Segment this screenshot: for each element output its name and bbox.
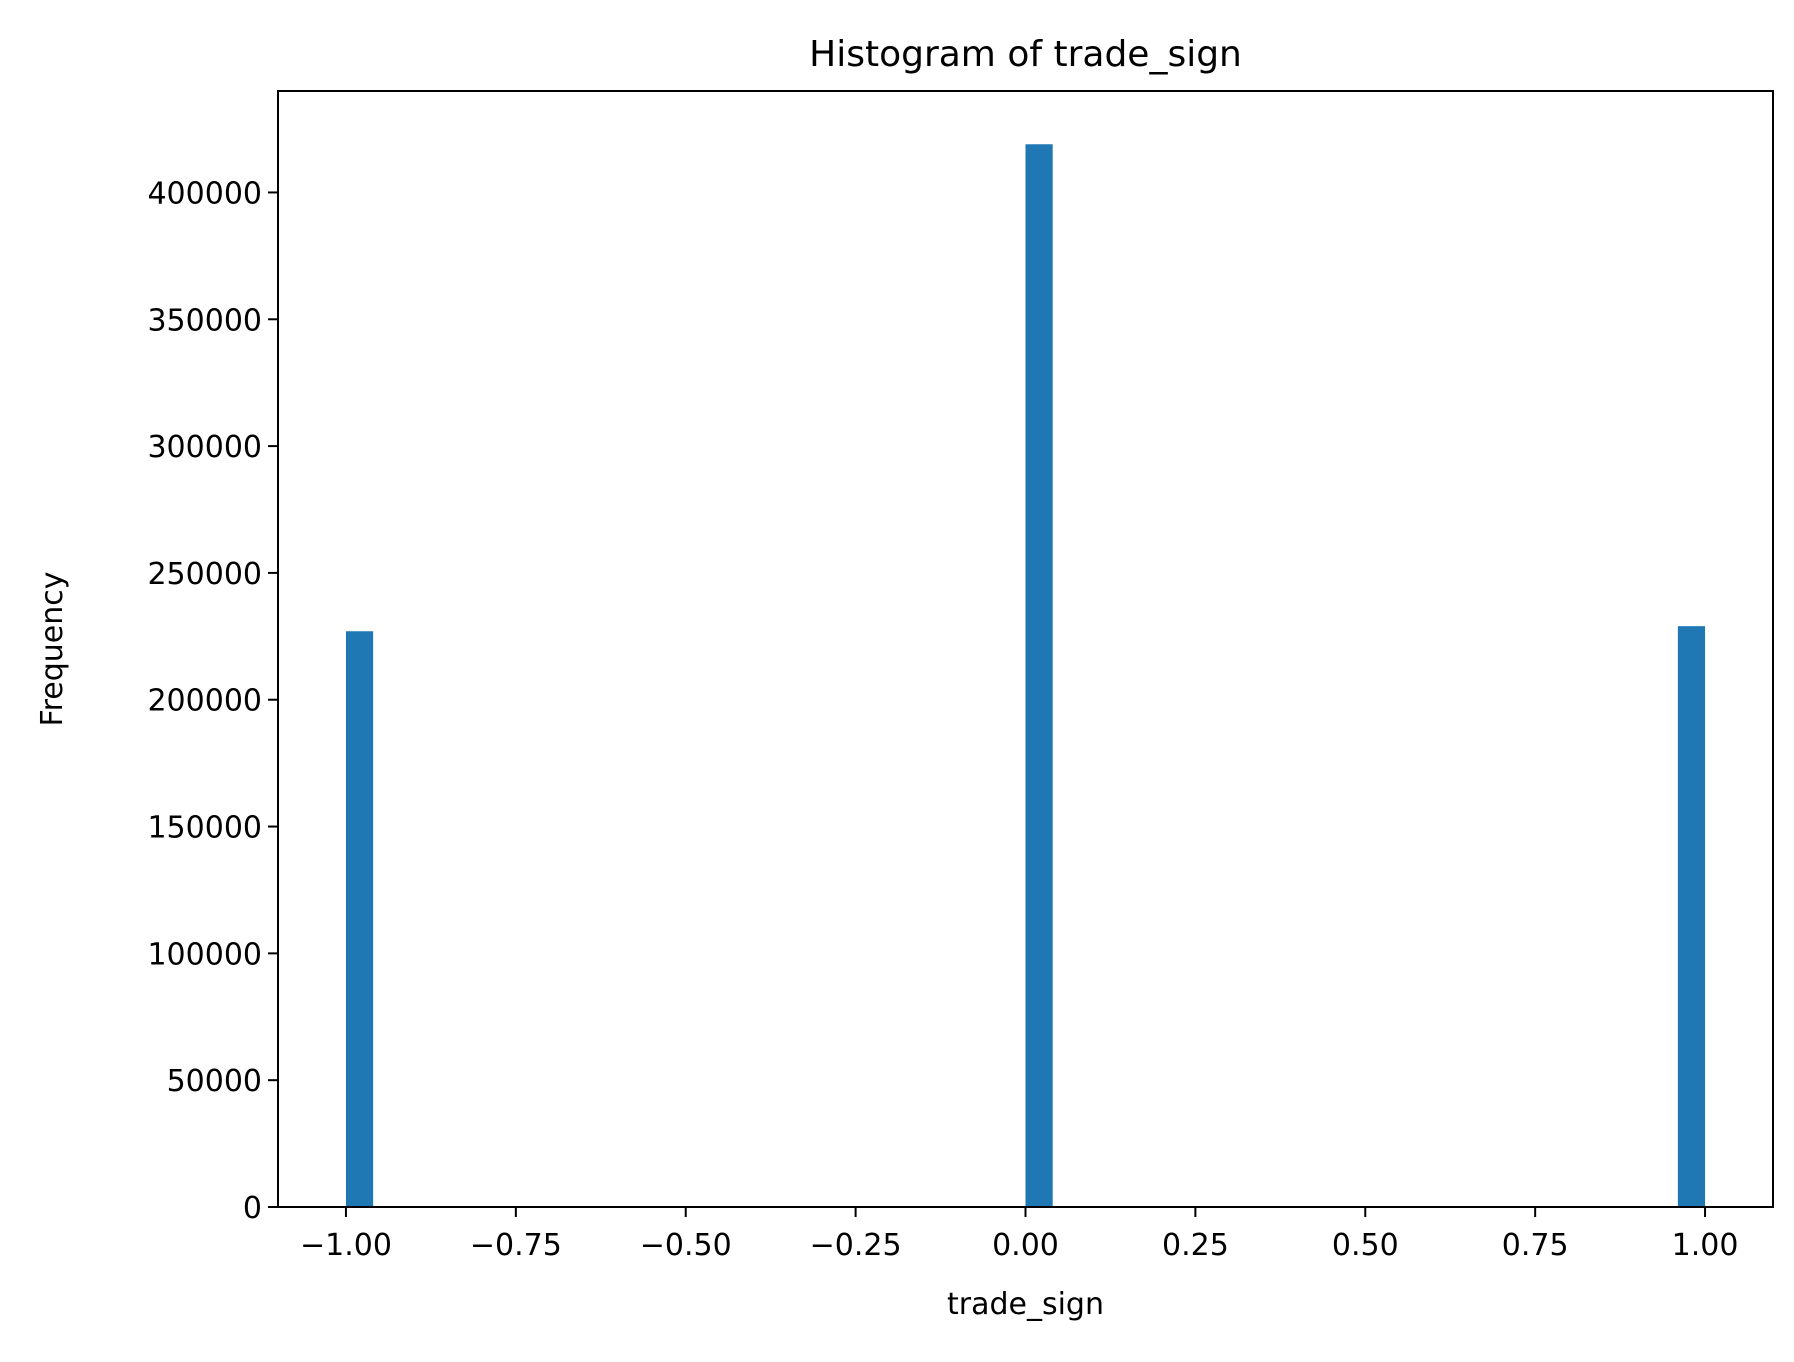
y-tick-label: 50000 [167,1064,262,1099]
x-tick-label: 0.25 [1162,1228,1229,1263]
bars [345,144,1706,1207]
histogram-bar-0 [345,631,374,1207]
y-tick-label: 150000 [147,811,262,846]
y-tick-label: 250000 [147,557,262,592]
x-tick-label: 1.00 [1672,1228,1739,1263]
y-axis-label: Frequency [35,572,70,727]
y-tick-label: 200000 [147,684,262,719]
x-tick-label: −0.50 [640,1228,732,1263]
x-tick-label: −0.25 [810,1228,902,1263]
y-tick-label: 350000 [147,303,262,338]
y-tick-label: 100000 [147,937,262,972]
histogram-bar-2 [1677,626,1706,1207]
x-tick-label: −0.75 [470,1228,562,1263]
y-tick-label: 0 [243,1191,262,1226]
x-tick-label: −1.00 [300,1228,392,1263]
x-axis-label: trade_sign [947,1287,1104,1322]
x-axis-ticks: −1.00 −0.75 −0.50 −0.25 0.00 0.25 0.50 0.75 1.00 [300,1207,1738,1263]
x-tick-label: 0.00 [992,1228,1059,1263]
x-tick-label: 0.75 [1502,1228,1569,1263]
x-tick-label: 0.50 [1332,1228,1399,1263]
chart-title: Histogram of trade_sign [809,34,1242,75]
y-tick-label: 400000 [147,176,262,211]
y-tick-label: 300000 [147,430,262,465]
histogram-bar-1 [1025,144,1053,1207]
y-axis-ticks: 0 50000 100000 150000 200000 250000 300000 3500… [147,176,278,1226]
